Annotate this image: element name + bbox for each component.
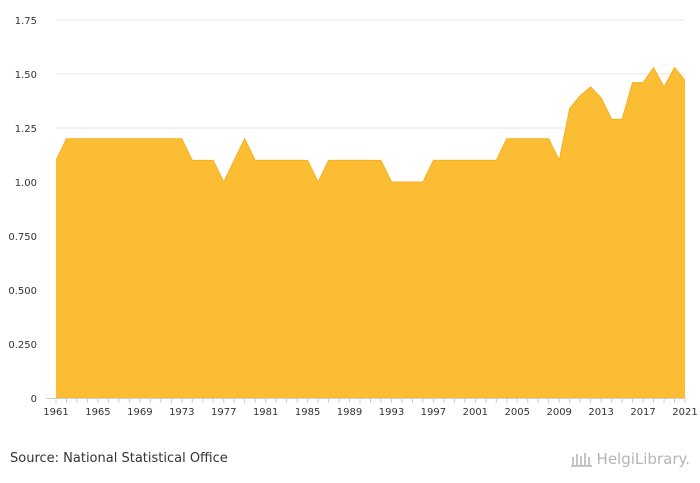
- area-fill: [56, 67, 685, 399]
- x-tick-label: 1969: [127, 407, 152, 418]
- brand-name: HelgiLibrary.: [596, 450, 690, 468]
- source-note: Source: National Statistical Office: [10, 451, 228, 466]
- y-tick-label: 0.500: [8, 286, 37, 297]
- x-tick-label: 2009: [546, 407, 571, 418]
- x-tick-label: 1997: [421, 407, 446, 418]
- x-axis-ticks: 1961 1965 1969 1973 1977 1981 1985 1989 1993 1997…: [43, 407, 697, 418]
- x-tick-label: 1977: [211, 407, 236, 418]
- library-icon: [570, 453, 592, 467]
- y-tick-label: 1.50: [15, 70, 37, 81]
- x-tick-label: 1981: [253, 407, 278, 418]
- x-tick-label: 2021: [672, 407, 697, 418]
- x-tick-label: 1985: [295, 407, 320, 418]
- area-line: [55, 66, 686, 184]
- x-tick-label: 2013: [588, 407, 613, 418]
- x-tick-label: 2005: [505, 407, 530, 418]
- y-tick-label: 0.750: [8, 232, 37, 243]
- y-tick-label: 0: [31, 394, 37, 405]
- y-tick-label: 1.25: [15, 124, 37, 135]
- brand-logo[interactable]: HelgiLibrary.: [570, 450, 690, 468]
- x-tick-label: 1989: [337, 407, 362, 418]
- x-tick-label: 2017: [630, 407, 655, 418]
- y-tick-label: 1.75: [15, 16, 37, 27]
- y-tick-label: 1.00: [15, 178, 37, 189]
- y-axis-ticks: 0 0.250 0.500 0.750 1.00 1.25 1.50 1.75: [8, 16, 37, 405]
- x-tick-label: 1961: [43, 407, 68, 418]
- x-tick-label: 1993: [379, 407, 404, 418]
- x-tick-label: 2001: [463, 407, 488, 418]
- area-series: [55, 66, 686, 399]
- x-tick-label: 1973: [169, 407, 194, 418]
- x-axis: [46, 398, 686, 403]
- y-tick-label: 0.250: [8, 340, 37, 351]
- x-tick-label: 1965: [85, 407, 110, 418]
